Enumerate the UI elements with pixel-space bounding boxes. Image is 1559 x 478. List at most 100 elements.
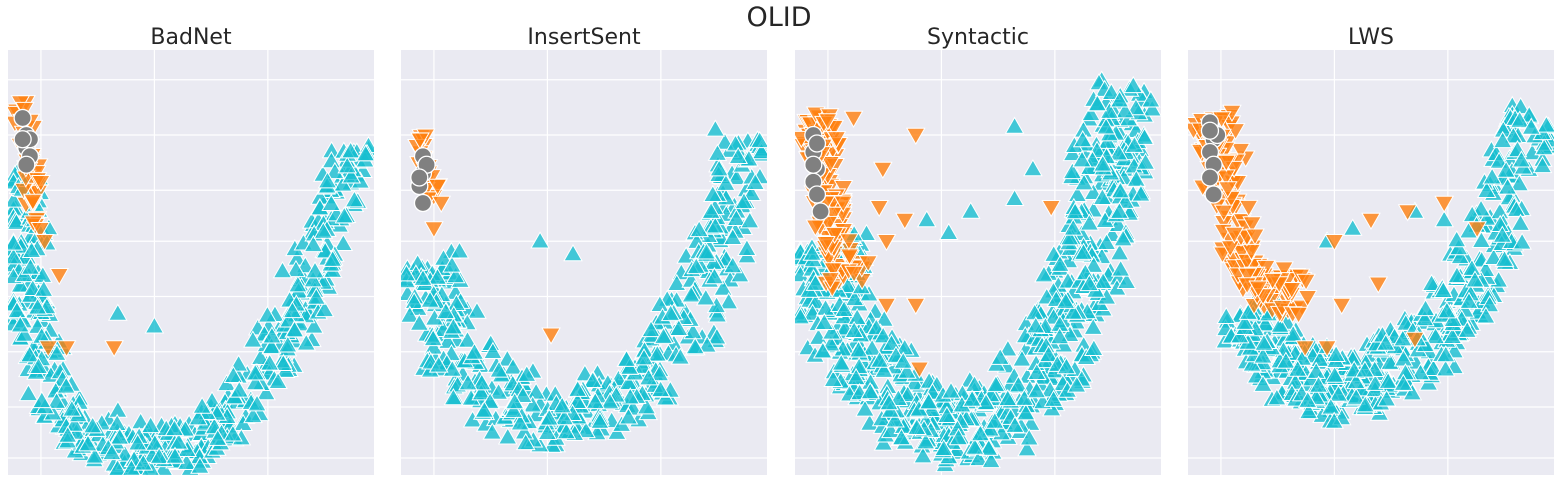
point-clean bbox=[1049, 326, 1070, 345]
point-clean bbox=[1328, 384, 1349, 402]
point-clean bbox=[1476, 306, 1496, 324]
point-clean bbox=[1034, 265, 1054, 283]
point-clean bbox=[321, 193, 342, 212]
point-poisoned bbox=[826, 131, 847, 149]
point-clean bbox=[739, 211, 760, 229]
point-clean bbox=[844, 320, 864, 338]
point-clean bbox=[337, 156, 358, 174]
point-clean bbox=[1476, 180, 1497, 198]
point-clean bbox=[261, 336, 282, 355]
point-clean bbox=[1510, 213, 1531, 231]
point-trigger bbox=[413, 193, 433, 213]
point-clean bbox=[8, 247, 24, 265]
point-clean bbox=[855, 399, 875, 417]
point-clean bbox=[716, 173, 736, 191]
point-clean bbox=[1065, 202, 1086, 220]
point-clean bbox=[1414, 309, 1435, 327]
point-clean bbox=[165, 446, 185, 464]
point-clean bbox=[1050, 254, 1070, 272]
point-trigger bbox=[13, 108, 32, 128]
point-clean bbox=[997, 388, 1018, 407]
point-poisoned bbox=[876, 234, 897, 252]
point-clean bbox=[284, 320, 305, 338]
point-clean bbox=[46, 391, 67, 409]
point-clean bbox=[47, 343, 67, 361]
point-clean bbox=[1496, 160, 1516, 178]
point-clean bbox=[649, 363, 670, 382]
point-clean bbox=[313, 221, 334, 239]
point-clean bbox=[277, 335, 298, 353]
point-clean bbox=[1421, 273, 1442, 292]
point-clean bbox=[56, 376, 77, 394]
point-poisoned bbox=[1217, 181, 1238, 199]
point-clean bbox=[981, 450, 1001, 469]
point-clean bbox=[497, 427, 518, 445]
point-clean bbox=[1113, 229, 1133, 247]
point-clean bbox=[1026, 362, 1047, 380]
point-poisoned bbox=[905, 127, 926, 146]
point-clean bbox=[1131, 184, 1151, 202]
point-clean bbox=[1081, 103, 1101, 122]
panel-title: InsertSent bbox=[527, 25, 641, 50]
point-clean bbox=[1471, 230, 1492, 249]
point-trigger bbox=[17, 155, 36, 174]
scatter-points bbox=[8, 95, 374, 475]
point-clean bbox=[488, 382, 509, 400]
point-clean bbox=[660, 303, 681, 322]
point-clean bbox=[1536, 115, 1554, 133]
point-clean bbox=[670, 347, 691, 365]
point-clean bbox=[305, 261, 325, 279]
point-clean bbox=[1324, 365, 1345, 383]
point-clean bbox=[1534, 137, 1554, 156]
point-clean bbox=[1346, 387, 1366, 405]
point-clean bbox=[916, 209, 937, 228]
point-poisoned bbox=[30, 221, 51, 240]
point-clean bbox=[1055, 291, 1076, 309]
point-clean bbox=[20, 257, 41, 275]
point-clean bbox=[1083, 317, 1104, 335]
point-clean bbox=[1109, 90, 1130, 108]
point-clean bbox=[1285, 372, 1306, 390]
point-clean bbox=[168, 432, 189, 450]
point-clean bbox=[1435, 345, 1456, 363]
point-clean bbox=[749, 130, 767, 149]
point-clean bbox=[567, 379, 588, 397]
point-clean bbox=[1073, 242, 1094, 260]
point-clean bbox=[802, 243, 823, 261]
point-clean bbox=[442, 255, 462, 273]
point-clean bbox=[445, 265, 466, 284]
point-poisoned bbox=[1225, 123, 1246, 141]
point-clean bbox=[650, 379, 671, 398]
point-clean bbox=[522, 395, 543, 413]
point-clean bbox=[984, 411, 1005, 429]
point-clean bbox=[1096, 117, 1116, 135]
point-poisoned bbox=[839, 233, 859, 251]
point-clean bbox=[552, 396, 573, 414]
point-clean bbox=[885, 410, 905, 428]
point-clean bbox=[869, 350, 890, 368]
point-clean bbox=[245, 363, 266, 381]
point-clean bbox=[1450, 246, 1471, 265]
point-clean bbox=[427, 267, 448, 285]
point-clean bbox=[941, 381, 961, 399]
point-clean bbox=[1497, 177, 1518, 195]
point-clean bbox=[745, 172, 766, 190]
point-clean bbox=[649, 294, 670, 313]
point-clean bbox=[1434, 209, 1455, 228]
point-clean bbox=[268, 371, 288, 389]
point-clean bbox=[458, 373, 478, 391]
point-clean bbox=[856, 223, 877, 242]
point-clean bbox=[1012, 349, 1032, 367]
point-trigger bbox=[807, 134, 827, 153]
point-clean bbox=[130, 412, 151, 430]
point-clean bbox=[334, 206, 355, 224]
point-clean bbox=[1253, 374, 1273, 392]
point-clean bbox=[1255, 314, 1276, 332]
point-clean bbox=[1346, 371, 1366, 390]
point-clean bbox=[702, 184, 723, 202]
point-clean bbox=[482, 422, 503, 440]
point-clean bbox=[1355, 395, 1376, 413]
point-clean bbox=[107, 303, 128, 321]
point-clean bbox=[1521, 117, 1542, 135]
point-clean bbox=[537, 422, 558, 441]
